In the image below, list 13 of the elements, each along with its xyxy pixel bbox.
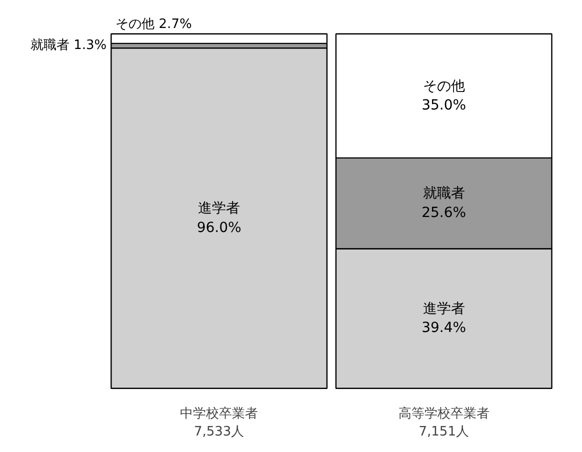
x-tick-label: 高等学校卒業者 7,151人 bbox=[398, 406, 490, 440]
bar bbox=[110, 33, 328, 44]
text: 就職者 1.3% bbox=[30, 38, 107, 54]
series-label: 進学者 bbox=[422, 300, 465, 317]
series-label: その他 bbox=[422, 78, 465, 94]
data-label: 39.4% bbox=[422, 320, 466, 336]
x-tick-label: 中学校卒業者 7,533人 bbox=[180, 406, 258, 440]
series-label: 就職者 bbox=[422, 186, 465, 202]
data-label: 25.6% bbox=[422, 204, 466, 221]
data-label: 35.0% bbox=[422, 98, 466, 114]
text: その他 2.7% bbox=[116, 17, 192, 32]
text: 進学者 bbox=[198, 200, 240, 217]
data-label: 96.0% bbox=[196, 220, 242, 236]
